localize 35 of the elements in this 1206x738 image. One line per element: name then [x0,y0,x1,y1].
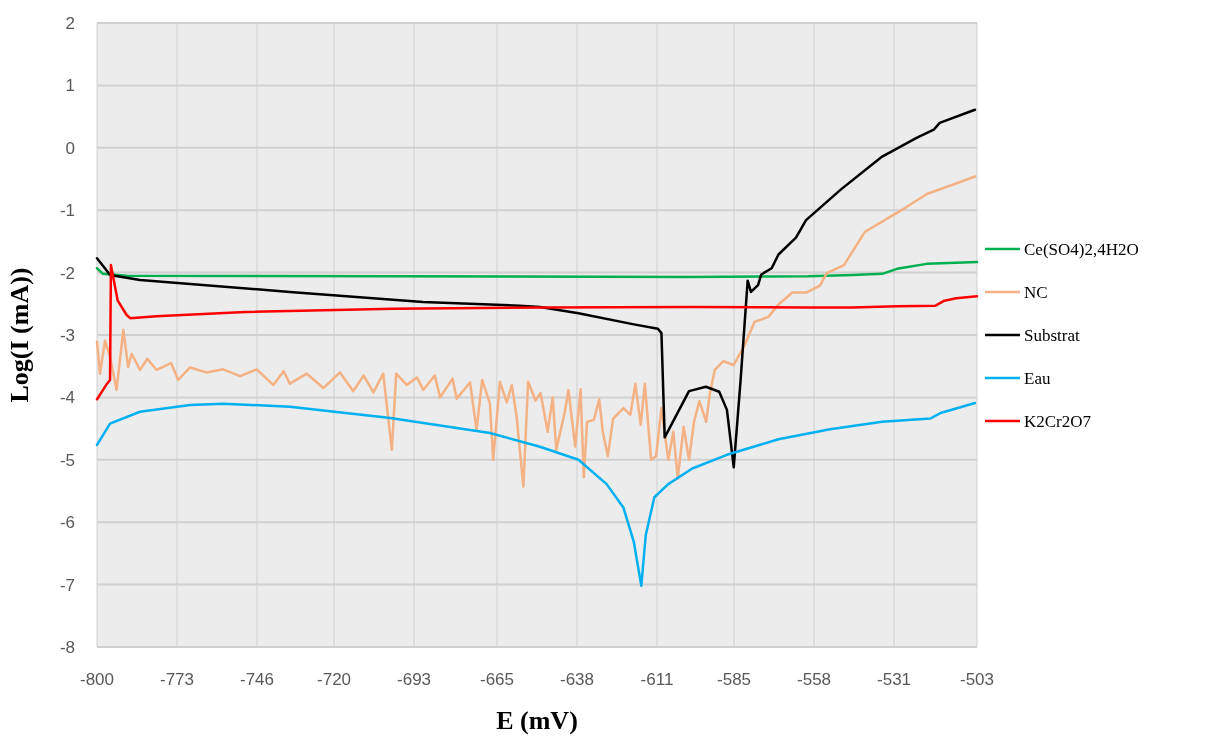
y-tick-label: 2 [65,13,75,33]
legend-label: Eau [1024,368,1051,388]
y-tick-label: 0 [65,138,75,158]
y-tick-label: -8 [59,637,75,657]
x-tick-label: -531 [877,670,912,689]
y-tick-label: -1 [59,201,75,221]
line-series [95,401,977,588]
x-tick-label: -558 [797,670,832,689]
legend-label: NC [1024,282,1048,302]
line-series [95,175,977,488]
y-tick-label: -6 [59,513,75,533]
legend-label: Ce(SO4)2,4H2O [1024,239,1139,259]
y-tick-label: -7 [59,575,75,595]
x-tick-label: -720 [317,670,352,689]
y-tick-label: 1 [65,76,75,96]
legend-label: K2Cr2O7 [1024,411,1092,431]
line-series [95,260,979,279]
x-tick-label: -693 [397,670,432,689]
x-tick-label: -773 [159,670,195,689]
x-tick-label: -638 [559,670,595,689]
line-series [95,263,979,401]
x-tick-label: -746 [239,670,275,689]
y-tick-label: -5 [59,450,75,470]
x-tick-label: -611 [640,670,674,689]
x-tick-label: -800 [79,670,115,689]
x-tick-label: -665 [479,670,515,689]
y-tick-label: -2 [59,263,75,283]
y-axis-title: Log(I (mA)) [5,267,34,403]
x-axis-title: E (mV) [496,706,578,735]
y-tick-label: -4 [59,388,75,408]
y-tick-label: -3 [59,325,75,345]
legend-label: Substrat [1024,325,1080,345]
x-tick-label: -503 [959,670,995,689]
x-tick-label: -585 [717,670,752,689]
line-series [95,108,977,469]
